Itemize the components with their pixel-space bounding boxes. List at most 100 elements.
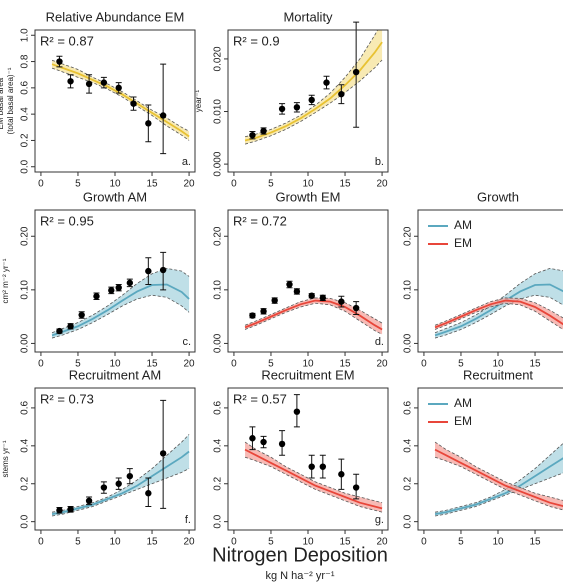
y-tick-label: 0.020 <box>213 46 224 71</box>
r-squared: R² = 0.9 <box>233 33 280 48</box>
plot-area <box>51 59 190 141</box>
confidence-band <box>52 268 190 339</box>
band-edge <box>51 67 190 141</box>
y-tick-label: 0.4 <box>20 107 31 121</box>
x-tick-label: 15 <box>339 179 351 190</box>
x-tick-label: 10 <box>492 359 504 370</box>
data-point <box>249 312 256 319</box>
x-tick-label: 20 <box>184 359 196 370</box>
band-edge <box>434 441 563 501</box>
band-edge <box>434 267 563 334</box>
y-axis-label: year⁻¹ <box>194 89 203 112</box>
data-point <box>293 408 301 415</box>
y-tick-label: 0.10 <box>403 280 414 300</box>
x-tick-label: 0 <box>421 537 427 548</box>
fit-line <box>244 299 383 331</box>
frame <box>34 29 196 173</box>
x-tick-label: 5 <box>75 179 81 190</box>
y-tick-label: 0.10 <box>20 280 31 300</box>
plot-area <box>244 297 383 335</box>
data-point <box>100 79 108 86</box>
confidence-band <box>245 297 383 335</box>
data-point <box>260 438 267 446</box>
frame <box>417 209 563 353</box>
panel-label: f. <box>185 514 191 526</box>
data-point <box>100 484 108 491</box>
y-tick-label: 0.20 <box>213 226 224 246</box>
band-edge <box>51 468 190 517</box>
data-point <box>145 490 152 497</box>
panel-title: Relative Abundance EM <box>46 9 185 24</box>
panel: Growth AM 0 5 10 15 20 0.00 0.10 0.20 cm² m⁻² yr⁻… <box>1 189 196 370</box>
data-point <box>278 105 286 113</box>
legend-label: EM <box>454 236 472 250</box>
panel-title: Growth AM <box>83 189 147 204</box>
y-tick-label: 0.20 <box>20 226 31 246</box>
data-point <box>159 112 167 119</box>
band-edge <box>434 442 563 513</box>
y-tick-label: 0.00 <box>20 333 31 353</box>
y-tick-label: 0.4 <box>403 438 414 452</box>
data-point <box>115 84 122 92</box>
y-tick-label: 0.6 <box>403 401 414 415</box>
data-point <box>130 100 137 107</box>
legend-label: AM <box>454 396 472 410</box>
data-point <box>78 311 85 319</box>
panel-label: g. <box>375 514 384 526</box>
x-tick-label: 0 <box>231 179 237 190</box>
x-tick-label: 20 <box>377 537 389 548</box>
x-tick-label: 5 <box>268 179 274 190</box>
x-tick-label: 15 <box>146 179 158 190</box>
panel-label: d. <box>375 336 384 348</box>
x-axis-title: Nitrogen Deposition <box>212 544 388 566</box>
panel-title: Mortality <box>283 9 333 24</box>
panel-title: Growth EM <box>275 189 340 204</box>
plot-area <box>434 441 563 517</box>
x-tick-label: 10 <box>109 179 121 190</box>
data-point <box>338 471 345 478</box>
data-point <box>67 78 74 85</box>
y-axis-label: (total basal area)⁻¹ <box>6 67 15 134</box>
y-axis-label: cm² m⁻² yr⁻¹ <box>1 258 10 303</box>
plot-area <box>434 267 563 339</box>
x-tick-label: 20 <box>184 537 196 548</box>
y-tick-label: 0.10 <box>213 280 224 300</box>
y-tick-label: 0.20 <box>403 226 414 246</box>
data-point <box>286 281 293 288</box>
data-point <box>249 435 256 442</box>
data-point <box>108 287 115 294</box>
x-tick-label: 20 <box>377 179 389 190</box>
x-axis-units: kg N ha⁻² yr⁻¹ <box>265 570 334 582</box>
data-point <box>323 79 330 86</box>
band-edge <box>51 294 190 339</box>
band-edge <box>244 297 383 326</box>
fit-line <box>434 457 563 515</box>
data-point <box>338 90 345 98</box>
x-tick-label: 10 <box>492 537 504 548</box>
x-tick-label: 5 <box>268 359 274 370</box>
confidence-band <box>435 442 563 510</box>
x-tick-label: 5 <box>75 537 81 548</box>
panel: Mortality 0 5 10 15 20 0.000 0.010 0.020 year⁻¹ R²… <box>194 9 389 190</box>
data-point <box>126 279 134 287</box>
r-squared: R² = 0.73 <box>40 391 94 406</box>
frame <box>227 387 389 531</box>
panel: Recruitment AM 0 5 10 15 20 0.0 0.2 0.4 0.6 stems … <box>1 367 196 548</box>
band-edge <box>244 456 383 513</box>
data-point <box>145 267 152 275</box>
y-tick-label: 0.00 <box>213 333 224 353</box>
data-point <box>85 497 93 505</box>
confidence-band <box>435 443 563 516</box>
panel: Growth051015200.000.100.20AMEMe. <box>403 189 563 370</box>
panel: Recruitment EM 0 5 10 15 20 0.0 0.2 0.4 0.6 R² = 0… <box>213 367 389 548</box>
y-tick-label: 0.2 <box>403 476 414 490</box>
data-point <box>319 463 327 470</box>
data-point <box>93 293 100 300</box>
plot-area <box>244 441 383 513</box>
fit-line <box>244 448 383 510</box>
panel: Relative Abundance EM 0 5 10 15 20 0.0 0.2 0.4 0.… <box>0 9 196 190</box>
y-tick-label: 0.010 <box>213 99 224 124</box>
band-edge <box>434 302 563 330</box>
fit-line <box>51 63 190 138</box>
